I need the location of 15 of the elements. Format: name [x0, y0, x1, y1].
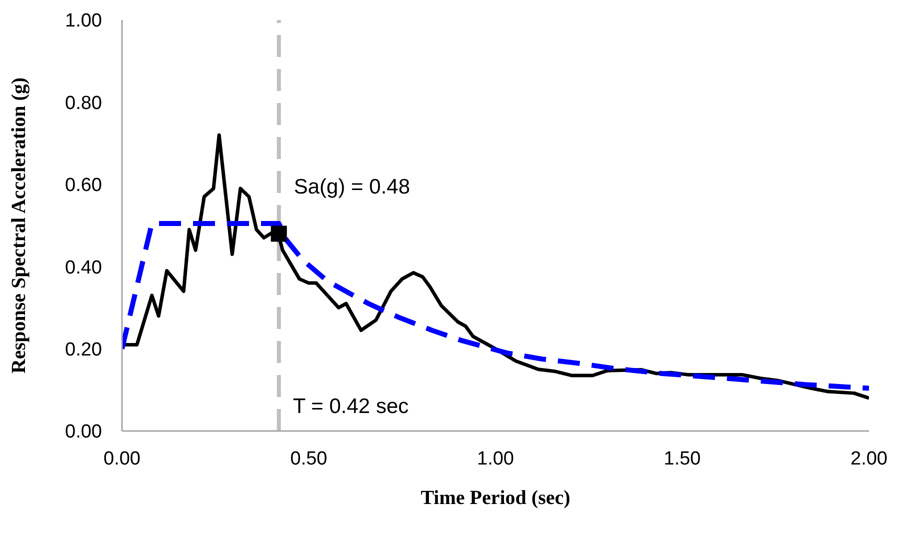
- x-axis-title: Time Period (sec): [420, 487, 570, 509]
- ref-line-label: T = 0.42 sec: [292, 395, 409, 418]
- x-tick-label: 1.50: [664, 448, 701, 470]
- y-tick-label: 0.00: [65, 422, 102, 443]
- x-tick-label: 0.50: [290, 448, 328, 470]
- annotation: Sa(g) = 0.48: [294, 176, 410, 199]
- x-tick-label: 2.00: [850, 448, 888, 470]
- y-tick-label: 0.60: [65, 175, 102, 196]
- y-tick-label: 0.80: [65, 92, 102, 114]
- x-tick-label: 1.00: [477, 448, 514, 470]
- x-tick-label: 0.00: [104, 448, 140, 470]
- y-tick-label: 1.00: [65, 10, 102, 32]
- y-tick-label: 0.20: [65, 340, 102, 361]
- y-tick-label: 0.40: [65, 257, 102, 278]
- y-axis-title: Response Spectral Acceleration (g): [8, 77, 30, 374]
